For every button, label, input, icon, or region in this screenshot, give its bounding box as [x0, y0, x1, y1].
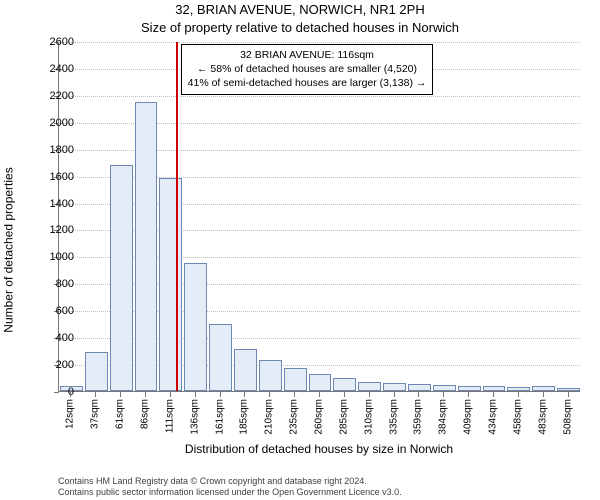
xtick-mark: [518, 392, 519, 397]
xtick-mark: [294, 392, 295, 397]
y-axis-label-container: Number of detached properties: [2, 0, 16, 500]
bar: [259, 360, 282, 391]
x-axis-label: Distribution of detached houses by size …: [58, 442, 580, 456]
xtick-mark: [468, 392, 469, 397]
xtick-mark: [145, 392, 146, 397]
xtick-mark: [344, 392, 345, 397]
xtick-mark: [568, 392, 569, 397]
ytick-label: 2200: [34, 90, 74, 102]
marker-line: [176, 42, 178, 391]
xtick-label: 235sqm: [289, 399, 300, 435]
bar: [408, 384, 431, 391]
ytick-label: 1800: [34, 144, 74, 156]
xtick-label: 161sqm: [214, 399, 225, 435]
bar: [483, 386, 506, 391]
ytick-label: 800: [34, 278, 74, 290]
bar: [159, 178, 182, 391]
bar: [433, 385, 456, 391]
xtick-label: 458sqm: [512, 399, 523, 435]
ytick-label: 1600: [34, 171, 74, 183]
xtick-mark: [394, 392, 395, 397]
xtick-mark: [543, 392, 544, 397]
ytick-label: 600: [34, 305, 74, 317]
xtick-mark: [443, 392, 444, 397]
page: 32, BRIAN AVENUE, NORWICH, NR1 2PH Size …: [0, 0, 600, 500]
ytick-label: 200: [34, 359, 74, 371]
xtick-mark: [493, 392, 494, 397]
ytick-label: 400: [34, 332, 74, 344]
bar: [309, 374, 332, 392]
xtick-mark: [170, 392, 171, 397]
bar: [234, 349, 257, 391]
bar: [85, 352, 108, 391]
xtick-label: 335sqm: [388, 399, 399, 435]
xtick-mark: [95, 392, 96, 397]
bar: [209, 324, 232, 391]
xtick-mark: [244, 392, 245, 397]
xtick-mark: [195, 392, 196, 397]
xtick-mark: [369, 392, 370, 397]
title-address: 32, BRIAN AVENUE, NORWICH, NR1 2PH: [0, 2, 600, 17]
bar: [284, 368, 307, 391]
xtick-label: 260sqm: [314, 399, 325, 435]
xtick-mark: [70, 392, 71, 397]
xtick-label: 434sqm: [488, 399, 499, 435]
xtick-label: 359sqm: [413, 399, 424, 435]
bar: [507, 387, 530, 391]
xtick-label: 508sqm: [562, 399, 573, 435]
xtick-label: 185sqm: [239, 399, 250, 435]
xtick-label: 12sqm: [65, 399, 76, 429]
info-box: 32 BRIAN AVENUE: 116sqm← 58% of detached…: [181, 44, 434, 95]
xtick-label: 409sqm: [463, 399, 474, 435]
xtick-mark: [120, 392, 121, 397]
ytick-label: 0: [34, 386, 74, 398]
ytick-label: 1400: [34, 198, 74, 210]
info-box-line2: ← 58% of detached houses are smaller (4,…: [188, 62, 427, 76]
bar: [135, 102, 158, 391]
bar: [532, 386, 555, 391]
ytick-label: 2000: [34, 117, 74, 129]
attribution: Contains HM Land Registry data © Crown c…: [58, 476, 580, 498]
bar: [458, 386, 481, 391]
xtick-label: 310sqm: [363, 399, 374, 435]
bar: [358, 382, 381, 391]
ytick-label: 2400: [34, 63, 74, 75]
bar: [184, 263, 207, 391]
xtick-label: 483sqm: [537, 399, 548, 435]
attribution-line1: Contains HM Land Registry data © Crown c…: [58, 476, 580, 487]
xtick-label: 111sqm: [164, 399, 175, 433]
gridline: [59, 42, 580, 43]
xtick-label: 384sqm: [438, 399, 449, 435]
xtick-label: 210sqm: [264, 399, 275, 435]
xtick-label: 136sqm: [189, 399, 200, 435]
xtick-mark: [220, 392, 221, 397]
gridline: [59, 96, 580, 97]
ytick-label: 1200: [34, 224, 74, 236]
bar: [110, 165, 133, 391]
ytick-label: 2600: [34, 36, 74, 48]
info-box-line3: 41% of semi-detached houses are larger (…: [188, 76, 427, 90]
bar: [333, 378, 356, 391]
xtick-label: 61sqm: [115, 399, 126, 429]
info-box-line1: 32 BRIAN AVENUE: 116sqm: [188, 48, 427, 62]
xtick-label: 86sqm: [140, 399, 151, 429]
title-subtitle: Size of property relative to detached ho…: [0, 20, 600, 35]
xtick-label: 285sqm: [338, 399, 349, 435]
bar: [383, 383, 406, 391]
xtick-label: 37sqm: [90, 399, 101, 429]
ytick-label: 1000: [34, 251, 74, 263]
attribution-line2: Contains public sector information licen…: [58, 487, 580, 498]
bar: [557, 388, 580, 391]
xtick-mark: [319, 392, 320, 397]
xtick-mark: [269, 392, 270, 397]
y-axis-label: Number of detached properties: [2, 167, 16, 332]
xtick-mark: [418, 392, 419, 397]
